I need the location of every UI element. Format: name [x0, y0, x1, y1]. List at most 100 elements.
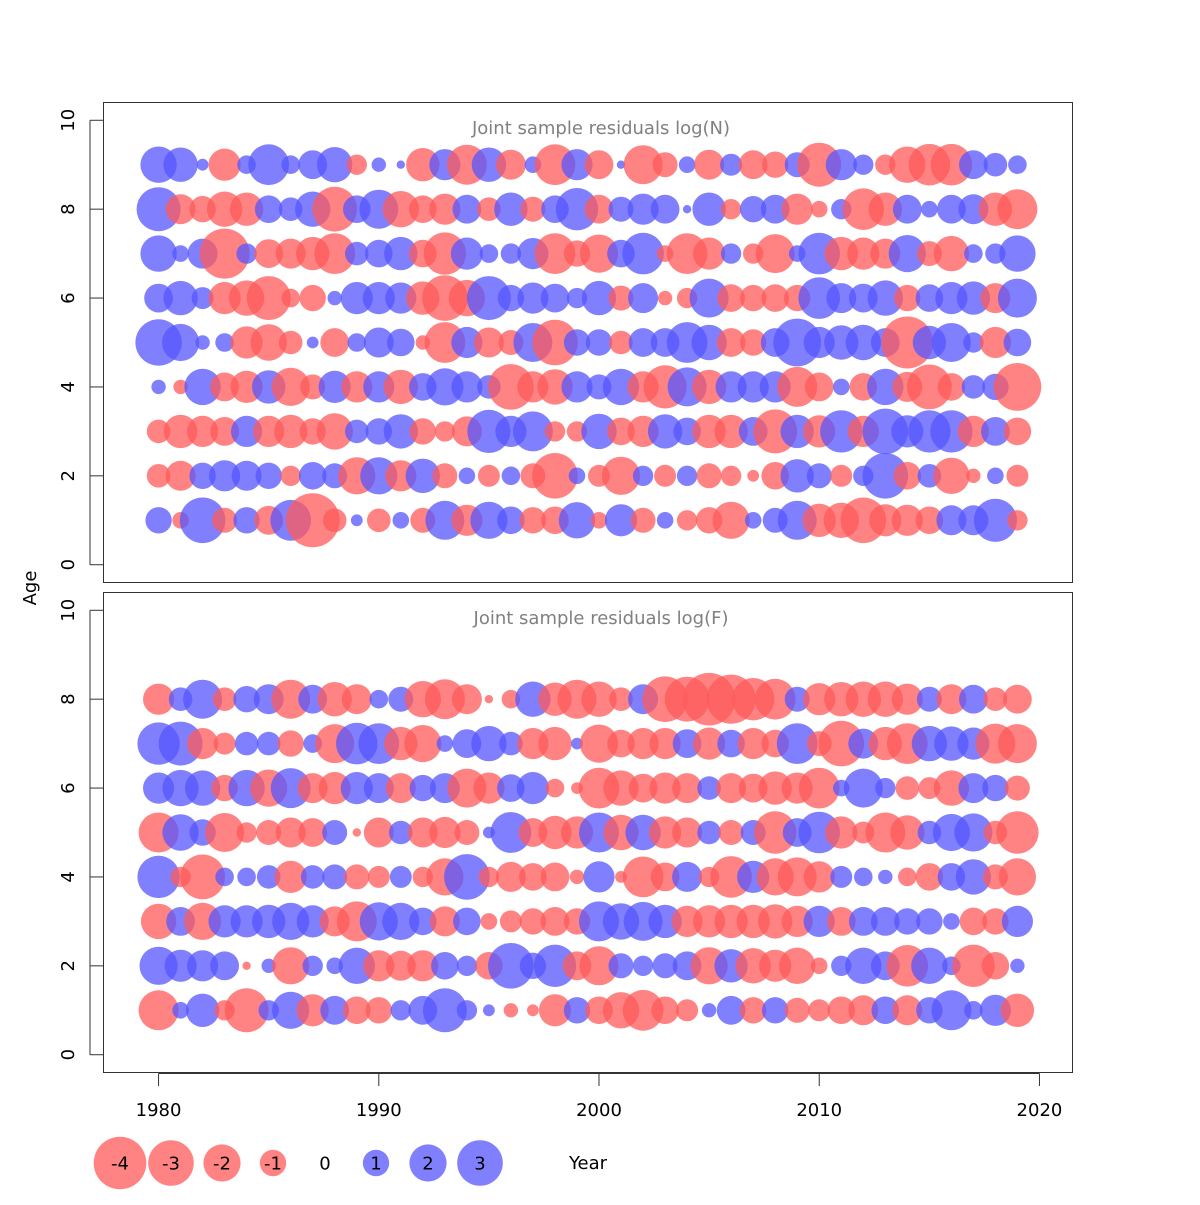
bubble: [652, 152, 678, 178]
bubble: [781, 193, 813, 225]
bubble: [429, 816, 461, 849]
bubble: [527, 1004, 539, 1017]
bubble: [512, 411, 553, 452]
bubble: [389, 820, 413, 845]
bubble: [1004, 775, 1030, 801]
bubble: [657, 290, 673, 306]
bubble: [346, 154, 367, 175]
bubble: [452, 194, 482, 224]
bubble: [827, 996, 856, 1025]
bubble: [959, 907, 988, 936]
bubble: [340, 772, 373, 805]
bubble: [959, 150, 988, 180]
bubble: [473, 772, 505, 804]
bubble: [212, 687, 237, 711]
bubble: [555, 188, 599, 231]
bubble: [701, 1003, 717, 1018]
bubble: [754, 811, 797, 854]
bubble: [520, 196, 546, 222]
bubble: [451, 371, 483, 403]
bubble: [867, 280, 903, 316]
bubble: [651, 996, 679, 1025]
bubble: [256, 865, 281, 889]
y-tick-label: 8: [58, 693, 79, 704]
bubble: [456, 955, 478, 976]
bubble: [215, 333, 234, 352]
bubble: [696, 463, 722, 489]
bubble: [694, 149, 725, 180]
bubble: [540, 862, 570, 892]
bubble: [716, 995, 746, 1025]
bubble: [215, 867, 234, 887]
bubble: [426, 368, 464, 406]
bubble: [964, 244, 983, 263]
bubble: [274, 860, 307, 894]
legend-label: 2: [422, 1154, 433, 1175]
bubble: [534, 233, 576, 274]
bubble: [584, 194, 614, 224]
bubble: [338, 947, 375, 984]
bubble: [187, 950, 219, 982]
bubble: [758, 771, 792, 805]
bubble: [826, 907, 856, 936]
bubble: [490, 812, 532, 853]
bubble: [737, 728, 769, 760]
bubble: [540, 283, 570, 313]
bubble: [532, 319, 578, 366]
x-tick-label: 2010: [796, 1100, 842, 1121]
bubble: [447, 768, 487, 808]
bubble: [317, 147, 353, 183]
panel-log-n-bubbles: [135, 142, 1042, 548]
bubble: [810, 200, 828, 218]
bubble: [608, 953, 634, 979]
bubble: [248, 144, 290, 186]
bubble: [146, 419, 171, 444]
bubble: [205, 813, 245, 852]
bubble: [650, 194, 680, 224]
y-tick-label: 10: [58, 109, 79, 132]
bubble: [762, 151, 789, 178]
bubble: [322, 508, 347, 533]
bubble: [483, 1004, 495, 1017]
bubble: [429, 193, 461, 225]
bubble: [233, 507, 260, 534]
bubble: [140, 235, 177, 272]
bubble: [740, 997, 767, 1024]
bubble: [210, 951, 240, 981]
bubble: [930, 143, 973, 186]
bubble: [316, 413, 353, 450]
bubble: [961, 375, 986, 399]
bubble: [830, 464, 853, 487]
bubble: [254, 239, 284, 268]
bubble: [185, 993, 220, 1027]
bubble: [409, 195, 437, 223]
bubble: [779, 947, 816, 984]
x-tick-label: 1990: [356, 1100, 402, 1121]
bubble: [997, 724, 1037, 764]
bubble: [888, 235, 926, 273]
bubble: [781, 905, 813, 938]
bubble: [1003, 684, 1032, 714]
y-tick-label: 0: [58, 559, 79, 570]
panel-log-n-frame: [103, 102, 1073, 583]
bubble: [916, 908, 943, 935]
bubble: [676, 510, 698, 531]
bubble: [803, 861, 835, 893]
legend-label: 1: [370, 1154, 381, 1175]
bubble: [162, 323, 200, 362]
bubble: [314, 233, 356, 274]
bubble: [982, 774, 1009, 802]
bubble: [172, 1002, 189, 1019]
bubble: [195, 335, 210, 350]
bubble: [720, 153, 743, 176]
bubble: [183, 679, 223, 719]
bubble: [740, 284, 767, 312]
bubble: [762, 997, 789, 1024]
bubble: [409, 907, 437, 936]
bubble: [825, 149, 857, 181]
bubble: [628, 773, 658, 803]
bubble: [627, 728, 659, 760]
bubble: [956, 281, 991, 315]
bubble: [318, 370, 351, 403]
bubble: [997, 278, 1037, 318]
